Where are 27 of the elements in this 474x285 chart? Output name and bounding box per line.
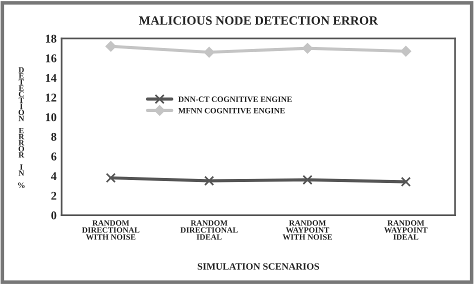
point bbox=[106, 172, 116, 183]
point bbox=[106, 41, 116, 52]
y-tick-label: 10 bbox=[46, 113, 56, 122]
x-tick-label: RANDOM DIRECTIONAL IDEAL bbox=[180, 220, 238, 240]
y-tick-label: 4 bbox=[51, 172, 57, 180]
x-tick-label: RANDOM DIRECTIONAL WITH NOISE bbox=[82, 220, 140, 240]
point bbox=[400, 46, 412, 56]
legend-label: MFNN COGNITIVE ENGINE bbox=[178, 108, 285, 114]
y-tick-label: 8 bbox=[51, 132, 56, 141]
y-tick-label: 14 bbox=[46, 74, 57, 82]
y-tick-label: 12 bbox=[46, 94, 56, 102]
x-axis-title: SIMULATION SCENARIOS bbox=[198, 263, 320, 270]
point bbox=[302, 43, 313, 54]
point bbox=[204, 176, 214, 186]
point bbox=[400, 176, 411, 187]
chart-title: MALICIOUS NODE DETECTION ERROR bbox=[138, 16, 378, 25]
point bbox=[204, 46, 214, 58]
y-tick-label: 6 bbox=[51, 152, 56, 160]
x-tick-label: RANDOM WAYPOINT WITH NOISE bbox=[282, 220, 332, 240]
text: DETECTION ERROR IN % bbox=[18, 67, 25, 188]
y-tick-label: 18 bbox=[46, 34, 56, 43]
x-tick-label: RANDOM WAYPOINT IDEAL bbox=[384, 220, 428, 240]
y-tick-label: 16 bbox=[46, 54, 56, 62]
legend-label: DNN-CT COGNITIVE ENGINE bbox=[178, 96, 292, 102]
y-tick-label: 2 bbox=[51, 192, 56, 200]
point bbox=[302, 174, 313, 185]
y-tick-label: 0 bbox=[51, 211, 56, 220]
